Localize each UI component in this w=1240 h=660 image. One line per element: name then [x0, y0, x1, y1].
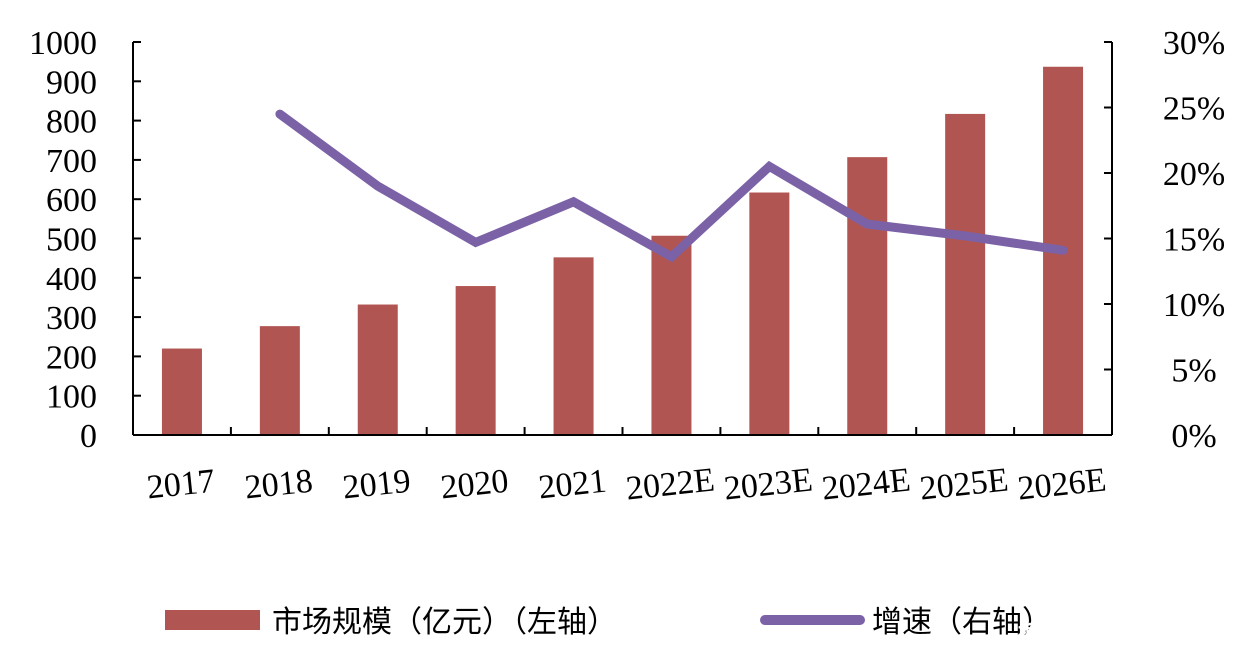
bar-2017: [161, 348, 202, 435]
x-tick-label-2017: 2017: [145, 463, 216, 507]
legend-label-market-size: 市场规模（亿元）（左轴）: [272, 605, 617, 640]
left-tick-label-700: 700: [46, 143, 97, 180]
bar-2019: [357, 304, 398, 435]
x-tick-label-2019: 2019: [341, 463, 412, 507]
bar-2020: [455, 286, 496, 435]
right-tick-label-10%: 10%: [1163, 287, 1225, 324]
x-tick-label-2025E: 2025E: [918, 462, 1010, 508]
left-tick-label-600: 600: [46, 182, 97, 219]
left-tick-label-800: 800: [46, 104, 97, 141]
bar-2023E: [749, 192, 790, 435]
x-tick-label-2022E: 2022E: [624, 462, 716, 508]
right-tick-label-30%: 30%: [1163, 25, 1225, 62]
left-tick-label-1000: 1000: [29, 25, 97, 62]
right-tick-label-15%: 15%: [1163, 222, 1225, 259]
left-tick-label-400: 400: [46, 261, 97, 298]
x-tick-label-2020: 2020: [439, 463, 510, 507]
x-tick-label-2026E: 2026E: [1016, 462, 1108, 508]
x-tick-label-2024E: 2024E: [820, 462, 912, 508]
right-tick-label-5%: 5%: [1171, 353, 1216, 390]
bars-group: [161, 66, 1084, 436]
left-tick-label-500: 500: [46, 222, 97, 259]
legend-label-growth: 增速（右轴）: [872, 605, 1052, 640]
right-tick-label-0%: 0%: [1171, 418, 1216, 455]
legend: 市场规模（亿元）（左轴） 增速（右轴）: [165, 605, 1052, 640]
bar-2018: [259, 326, 300, 435]
x-tick-label-2021: 2021: [537, 463, 608, 507]
bar-2025E: [945, 113, 986, 435]
bar-2021: [553, 257, 594, 435]
left-tick-label-200: 200: [46, 339, 97, 376]
left-tick-label-900: 900: [46, 64, 97, 101]
bar-2024E: [847, 157, 888, 436]
left-tick-label-300: 300: [46, 300, 97, 337]
left-tick-label-0: 0: [80, 418, 97, 455]
x-tick-label-2018: 2018: [243, 463, 314, 507]
left-tick-label-100: 100: [46, 379, 97, 416]
right-tick-label-20%: 20%: [1163, 156, 1225, 193]
growth-line-group: [275, 109, 1068, 263]
x-tick-label-2023E: 2023E: [722, 462, 814, 508]
bar-2022E: [651, 235, 692, 435]
legend-swatch-market-size: [165, 610, 260, 630]
watermark-text: 搜狐号@千际咨询: [1018, 621, 1194, 647]
right-tick-label-25%: 25%: [1163, 91, 1225, 128]
